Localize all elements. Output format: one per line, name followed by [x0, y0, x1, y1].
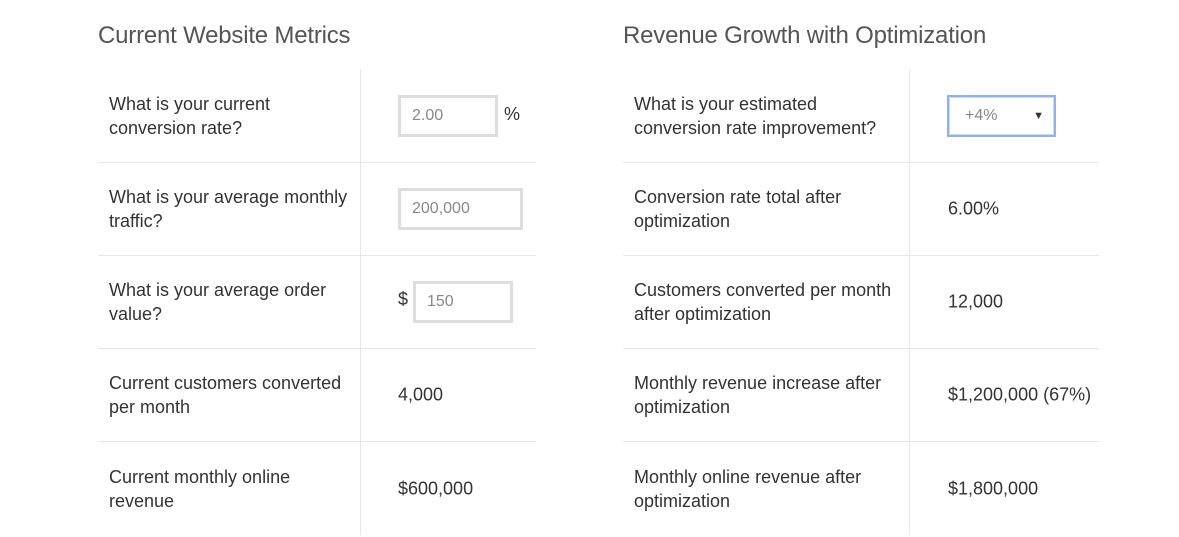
revenue-increase-value: $1,200,000 (67%) — [948, 384, 1092, 405]
revenue-increase-row: Monthly revenue increase after optimizat… — [623, 349, 1099, 442]
customers-after-value: 12,000 — [948, 291, 1004, 312]
improvement-select-value: +4% — [965, 107, 998, 124]
column-divider — [360, 256, 361, 348]
improvement-select[interactable]: +4% ▼ — [947, 95, 1056, 137]
column-divider — [360, 349, 361, 441]
current-customers-label: Current customers converted per month — [109, 373, 342, 417]
column-divider — [909, 349, 910, 441]
column-divider — [909, 70, 910, 162]
column-divider — [909, 163, 910, 255]
column-divider — [909, 256, 910, 348]
total-conversion-row: Conversion rate total after optimization… — [623, 163, 1099, 256]
column-divider — [360, 163, 361, 255]
conversion-rate-input[interactable]: 2.00 — [398, 95, 498, 137]
column-divider — [360, 70, 361, 162]
current-revenue-label: Current monthly online revenue — [109, 466, 291, 511]
conversion-rate-label: What is your current conversion rate? — [109, 94, 271, 138]
percent-suffix: % — [504, 104, 521, 124]
monthly-traffic-label: What is your average monthly traffic? — [109, 187, 348, 231]
customers-after-label: Customers converted per month after opti… — [634, 280, 892, 324]
column-divider — [360, 442, 361, 535]
revenue-after-value: $1,800,000 — [948, 478, 1039, 498]
monthly-traffic-input[interactable]: 200,000 — [398, 188, 523, 230]
monthly-traffic-row: What is your average monthly traffic? 20… — [98, 163, 536, 256]
current-revenue-value: $600,000 — [398, 478, 474, 498]
current-revenue-row: Current monthly online revenue $600,000 — [98, 442, 536, 535]
dropdown-arrow-icon: ▼ — [1033, 110, 1044, 122]
revenue-increase-label: Monthly revenue increase after optimizat… — [634, 373, 882, 417]
order-value-input[interactable]: 150 — [413, 281, 513, 323]
improvement-label: What is your estimated conversion rate i… — [634, 94, 877, 138]
total-conversion-label: Conversion rate total after optimization — [634, 187, 842, 231]
revenue-after-label: Monthly online revenue after optimizatio… — [634, 466, 862, 511]
current-customers-row: Current customers converted per month 4,… — [98, 349, 536, 442]
column-divider — [909, 442, 910, 535]
improvement-row: What is your estimated conversion rate i… — [623, 70, 1099, 163]
conversion-rate-row: What is your current conversion rate? 2.… — [98, 70, 536, 163]
customers-after-row: Customers converted per month after opti… — [623, 256, 1099, 349]
current-metrics-title: Current Website Metrics — [98, 22, 351, 49]
order-value-label: What is your average order value? — [109, 280, 327, 324]
revenue-growth-table: What is your estimated conversion rate i… — [623, 70, 1099, 535]
dollar-prefix: $ — [398, 289, 409, 309]
total-conversion-value: 6.00% — [948, 198, 1000, 219]
order-value-row: What is your average order value? $ 150 — [98, 256, 536, 349]
current-metrics-table: What is your current conversion rate? 2.… — [98, 70, 536, 535]
revenue-after-row: Monthly online revenue after optimizatio… — [623, 442, 1099, 535]
revenue-growth-title: Revenue Growth with Optimization — [623, 22, 987, 49]
current-customers-value: 4,000 — [398, 384, 444, 405]
